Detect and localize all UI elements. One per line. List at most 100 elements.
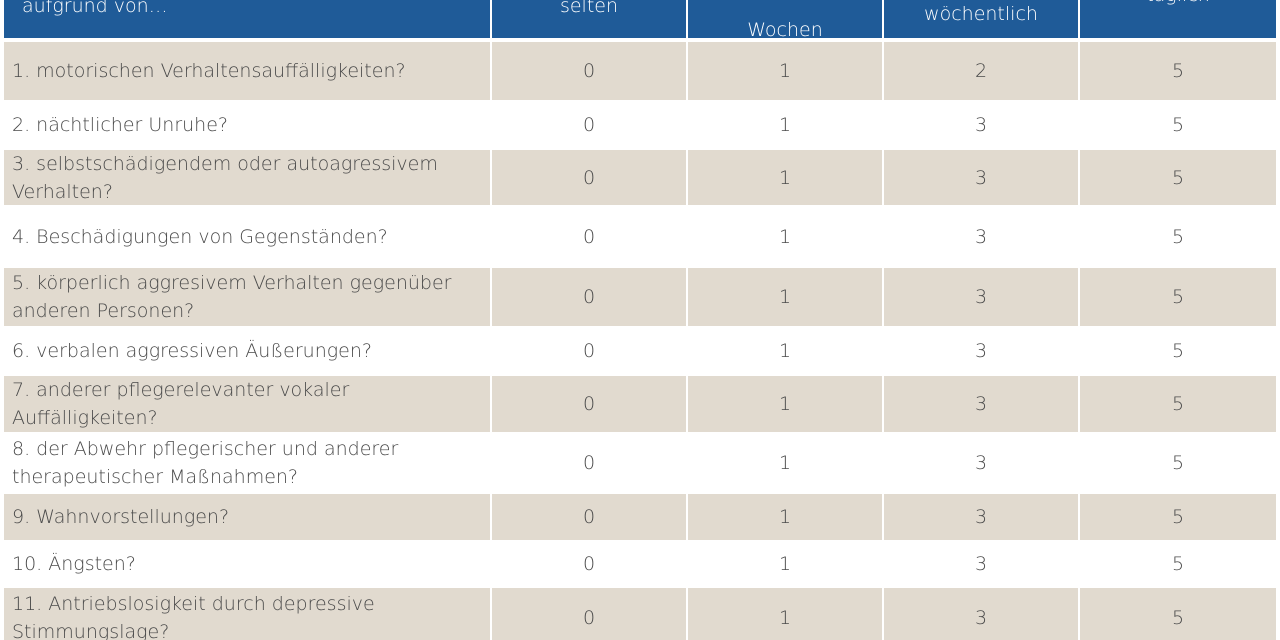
cell-text: 3 — [974, 452, 988, 474]
cell-text: 0 — [582, 114, 596, 136]
row-label: 10. Ängsten? — [4, 542, 490, 586]
row-label: 11. Antriebslosigkeit durch depressive S… — [4, 588, 490, 640]
score-cell: 3 — [884, 494, 1078, 540]
cell-text: 5 — [1171, 553, 1185, 575]
score-cell: 3 — [884, 268, 1078, 326]
score-cell: 3 — [884, 150, 1078, 205]
score-cell: 0 — [492, 434, 686, 492]
row-label: 7. anderer pflegerelevanter vokaler Auff… — [4, 376, 490, 432]
score-cell: 5 — [1080, 42, 1276, 100]
score-cell: 0 — [492, 207, 686, 266]
score-cell: 5 — [1080, 207, 1276, 266]
score-cell: 1 — [688, 494, 882, 540]
score-cell: 0 — [492, 150, 686, 205]
score-cell: 0 — [492, 102, 686, 148]
row-label: 1. motorischen Verhaltensauffälligkeiten… — [4, 42, 490, 100]
row-label: 8. der Abwehr pflegerischer und anderer … — [4, 434, 490, 492]
score-cell: 1 — [688, 542, 882, 586]
header-text: wöchentlich — [924, 3, 1038, 25]
score-cell: 3 — [884, 542, 1078, 586]
score-cell: 1 — [688, 328, 882, 374]
score-cell: 5 — [1080, 102, 1276, 148]
cell-text: 10. Ängsten? — [12, 553, 136, 575]
cell-text: 1 — [778, 340, 792, 362]
cell-text: 5. körperlich aggresivem Verhalten gegen… — [12, 272, 452, 322]
cell-text: 3 — [974, 393, 988, 415]
cell-text: 3 — [974, 506, 988, 528]
cell-text: 3 — [974, 340, 988, 362]
score-cell: 1 — [688, 588, 882, 640]
cell-text: 1 — [778, 60, 792, 82]
score-cell: 0 — [492, 494, 686, 540]
score-cell: 0 — [492, 542, 686, 586]
cell-text: 5 — [1171, 393, 1185, 415]
cell-text: 7. anderer pflegerelevanter vokaler Auff… — [12, 379, 350, 429]
cell-text: 0 — [582, 286, 596, 308]
cell-text: 5 — [1171, 607, 1185, 629]
cell-text: 1 — [778, 286, 792, 308]
cell-text: 3 — [974, 114, 988, 136]
score-cell: 3 — [884, 434, 1078, 492]
cell-text: 1 — [778, 506, 792, 528]
cell-text: 0 — [582, 452, 596, 474]
row-label: 3. selbstschädigendem oder autoagressive… — [4, 150, 490, 205]
score-cell: 3 — [884, 588, 1078, 640]
header-cell: Wochen — [688, 0, 882, 38]
header-text: selten — [559, 0, 619, 17]
row-label: 5. körperlich aggresivem Verhalten gegen… — [4, 268, 490, 326]
score-cell: 5 — [1080, 588, 1276, 640]
cell-text: 11. Antriebslosigkeit durch depressive S… — [12, 593, 375, 640]
cell-text: 3 — [974, 607, 988, 629]
score-cell: 1 — [688, 434, 882, 492]
score-cell: 1 — [688, 207, 882, 266]
cell-text: 3 — [974, 286, 988, 308]
score-cell: 3 — [884, 376, 1078, 432]
score-cell: 2 — [884, 42, 1078, 100]
cell-text: 1 — [778, 607, 792, 629]
cell-text: 0 — [582, 607, 596, 629]
score-cell: 5 — [1080, 434, 1276, 492]
header-text: täglich — [1146, 0, 1210, 9]
cell-text: 1 — [778, 166, 792, 189]
cell-text: 3 — [974, 553, 988, 575]
cell-text: 0 — [582, 506, 596, 528]
header-text: aufgrund von… — [22, 0, 168, 17]
cell-text: 3 — [974, 166, 988, 189]
cell-text: 1 — [778, 225, 792, 248]
score-cell: 5 — [1080, 268, 1276, 326]
score-cell: 5 — [1080, 494, 1276, 540]
row-label: 9. Wahnvorstellungen? — [4, 494, 490, 540]
cell-text: 5 — [1171, 225, 1185, 248]
cell-text: 0 — [582, 393, 596, 415]
score-cell: 0 — [492, 42, 686, 100]
score-cell: 5 — [1080, 376, 1276, 432]
score-cell: 1 — [688, 376, 882, 432]
cell-text: 5 — [1171, 114, 1185, 136]
cell-text: 0 — [582, 225, 596, 248]
score-cell: 1 — [688, 42, 882, 100]
cell-text: 5 — [1171, 166, 1185, 189]
score-cell: 1 — [688, 268, 882, 326]
header-cell: wöchentlich — [884, 0, 1078, 38]
cell-text: 9. Wahnvorstellungen? — [12, 506, 230, 528]
cell-text: 2 — [974, 60, 988, 82]
cell-text: 5 — [1171, 286, 1185, 308]
cell-text: 1 — [778, 553, 792, 575]
score-cell: 1 — [688, 102, 882, 148]
cell-text: 5 — [1171, 60, 1185, 82]
header-text: Wochen — [747, 19, 823, 38]
cell-text: 6. verbalen aggressiven Äußerungen? — [12, 340, 372, 362]
cell-text: 3. selbstschädigendem oder autoagressive… — [12, 152, 438, 203]
cell-text: 0 — [582, 340, 596, 362]
score-cell: 0 — [492, 328, 686, 374]
cell-text: 0 — [582, 60, 596, 82]
header-cell: täglich — [1080, 0, 1276, 38]
score-cell: 0 — [492, 376, 686, 432]
row-label: 2. nächtlicher Unruhe? — [4, 102, 490, 148]
score-cell: 1 — [688, 150, 882, 205]
cell-text: 8. der Abwehr pflegerischer und anderer … — [12, 438, 399, 488]
cell-text: 3 — [974, 225, 988, 248]
cell-text: 1 — [778, 114, 792, 136]
cell-text: 1 — [778, 452, 792, 474]
